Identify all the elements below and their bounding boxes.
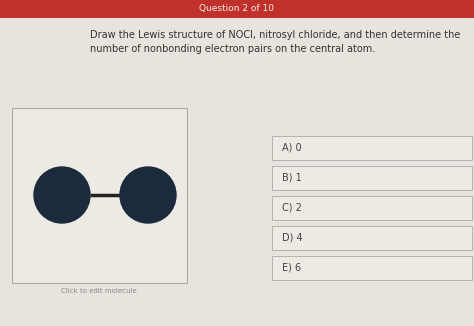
- Text: B) 1: B) 1: [282, 173, 302, 183]
- Text: D) 4: D) 4: [282, 233, 302, 243]
- Text: number of nonbonding electron pairs on the central atom.: number of nonbonding electron pairs on t…: [90, 44, 375, 54]
- Circle shape: [120, 167, 176, 223]
- FancyBboxPatch shape: [272, 136, 472, 160]
- Text: Click to edit molecule: Click to edit molecule: [61, 288, 137, 294]
- FancyBboxPatch shape: [272, 256, 472, 280]
- Circle shape: [34, 167, 90, 223]
- FancyBboxPatch shape: [272, 166, 472, 190]
- Bar: [0, 0, 474, 18]
- FancyBboxPatch shape: [12, 108, 187, 283]
- Text: A) 0: A) 0: [282, 143, 301, 153]
- Text: Question 2 of 10: Question 2 of 10: [200, 5, 274, 13]
- Text: Draw the Lewis structure of NOCl, nitrosyl chloride, and then determine the: Draw the Lewis structure of NOCl, nitros…: [90, 30, 460, 40]
- Text: E) 6: E) 6: [282, 263, 301, 273]
- Text: C) 2: C) 2: [282, 203, 302, 213]
- FancyBboxPatch shape: [272, 226, 472, 250]
- FancyBboxPatch shape: [272, 196, 472, 220]
